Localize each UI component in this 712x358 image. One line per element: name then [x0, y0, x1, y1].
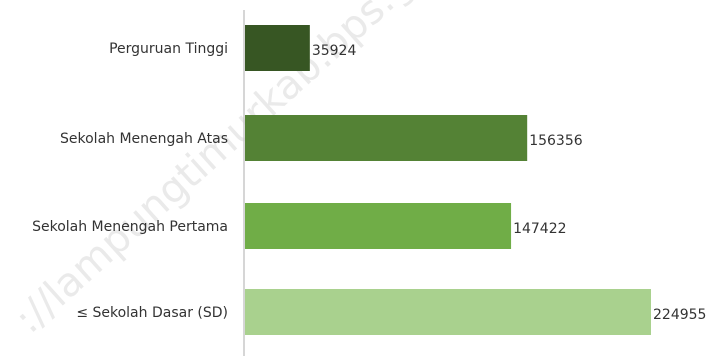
value-label: 35924: [312, 43, 357, 59]
category-label: Sekolah Menengah Pertama: [32, 219, 228, 235]
value-label: 147422: [513, 221, 566, 237]
category-label: ≤ Sekolah Dasar (SD): [76, 305, 228, 321]
category-label: Perguruan Tinggi: [109, 41, 228, 57]
bar: [245, 25, 310, 71]
bar: [245, 115, 528, 161]
category-label: Sekolah Menengah Atas: [60, 131, 228, 147]
value-label: 224955: [653, 307, 706, 323]
value-label: 156356: [529, 133, 583, 149]
bar: [245, 289, 651, 335]
bar: [245, 203, 512, 249]
